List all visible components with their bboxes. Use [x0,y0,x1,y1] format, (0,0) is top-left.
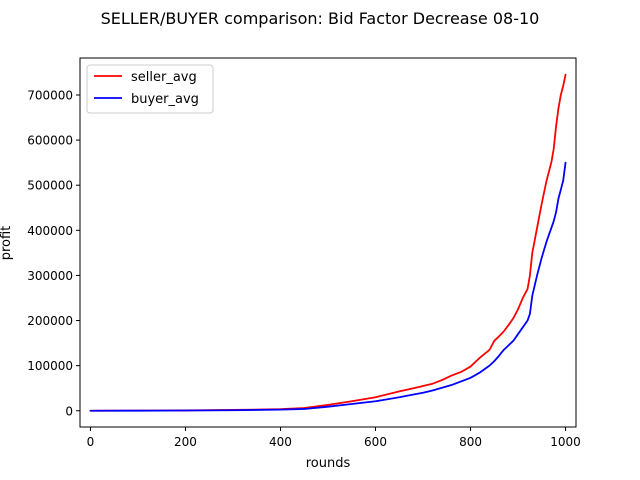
x-axis-ticks: 0 200 400 600 800 1000 [87,427,581,449]
y-tick-label: 700000 [27,88,73,102]
x-tick-label: 800 [459,435,482,449]
x-tick-label: 0 [87,435,95,449]
x-axis-label: rounds [306,456,351,471]
series-line-seller-avg [89,73,567,412]
y-tick-label: 500000 [27,179,73,193]
x-tick-label: 400 [269,435,292,449]
y-tick-label: 600000 [27,134,73,148]
legend: seller_avg buyer_avg [86,64,214,114]
y-tick-label: 300000 [27,269,73,283]
y-axis-ticks: 0 100000 200000 300000 400000 500000 600000 700… [27,88,80,418]
y-axis-label: profit [0,226,14,261]
y-tick-label: 100000 [27,359,73,373]
legend-box [86,64,214,114]
chart-title: SELLER/BUYER comparison: Bid Factor Decr… [101,9,540,28]
legend-label-buyer-avg: buyer_avg [131,92,199,107]
series-lines [89,73,567,412]
series-line-buyer-avg [89,161,567,412]
y-tick-label: 200000 [27,314,73,328]
x-tick-label: 600 [364,435,387,449]
x-tick-label: 1000 [550,435,581,449]
x-tick-label: 200 [174,435,197,449]
legend-label-seller-avg: seller_avg [131,70,197,85]
y-tick-label: 0 [65,404,73,418]
y-tick-label: 400000 [27,224,73,238]
plot-frame [79,57,577,428]
